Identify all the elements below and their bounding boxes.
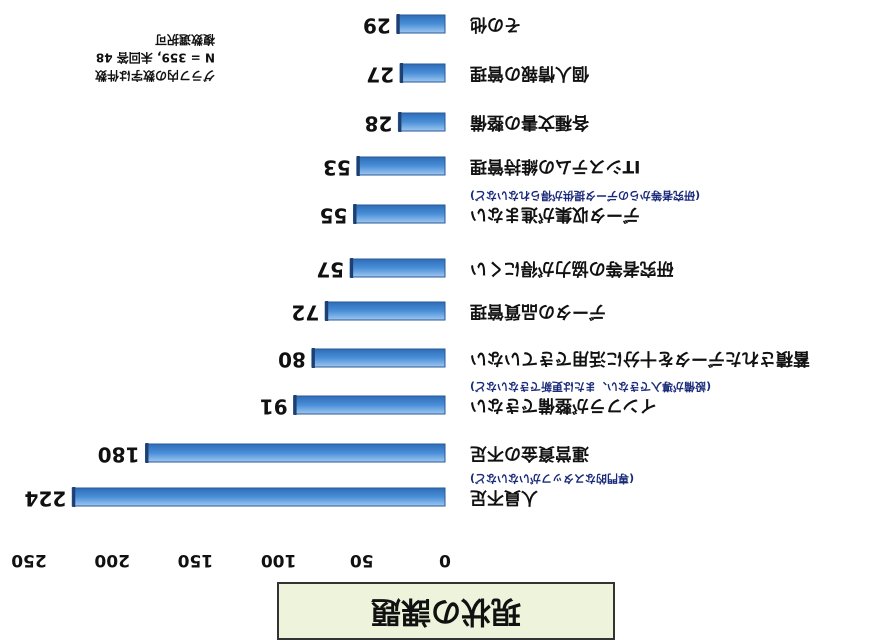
bar-end-cap <box>353 204 357 224</box>
value-label: 72 <box>291 301 319 325</box>
bar-end-cap <box>400 63 404 83</box>
category-label: 運営資金の不足 <box>470 443 589 464</box>
bar-end-cap <box>311 348 315 368</box>
note: N = 359, 未回答 48 <box>96 51 215 66</box>
bar <box>399 63 446 83</box>
bar <box>397 112 446 132</box>
category-note: (専門的なスタッフがいないなど) <box>470 472 634 486</box>
note: 複数選択可 <box>155 33 216 48</box>
category-label: データの品質管理 <box>470 301 606 322</box>
bar-end-cap <box>350 258 354 278</box>
value-label: 91 <box>260 395 288 419</box>
category-label: 各種文書の整備 <box>470 112 590 133</box>
category-label: 蓄積されたデータを十分に活用できていない <box>470 348 810 369</box>
title-box <box>277 582 615 640</box>
value-label: 29 <box>363 14 391 38</box>
value-label: 55 <box>320 204 348 228</box>
x-tick-label: 250 <box>11 550 47 570</box>
value-label: 180 <box>98 443 140 467</box>
bar-end-cap <box>72 487 76 507</box>
bar-end-cap <box>356 156 360 176</box>
category-label: ITシステムの維持管理 <box>470 156 640 177</box>
bar <box>144 443 446 463</box>
chart-title: 現状の課題 <box>371 594 521 629</box>
bar-end-cap <box>398 112 402 132</box>
x-tick-label: 200 <box>94 550 130 570</box>
x-tick-label: 0 <box>439 550 451 570</box>
value-label: 28 <box>365 112 393 136</box>
value-label: 80 <box>278 348 306 372</box>
value-label: 57 <box>316 258 344 282</box>
category-label: インフラが整備できない <box>470 395 657 416</box>
x-tick-label: 150 <box>177 550 213 570</box>
bar <box>356 156 446 176</box>
category-label: その他 <box>470 14 521 35</box>
category-label: 研究者等の協力が得にくい <box>470 258 674 279</box>
bar <box>71 487 446 507</box>
note: グラフ内の数字は件数 <box>94 69 215 84</box>
bar <box>352 204 446 224</box>
bar-end-cap <box>145 443 149 463</box>
bar <box>324 301 446 321</box>
category-note: (研究者等からのデータ提供が得られないなど) <box>470 189 700 203</box>
x-tick-label: 100 <box>261 550 297 570</box>
bar <box>293 395 446 415</box>
bar <box>311 348 446 368</box>
bar <box>396 14 446 34</box>
bar-end-cap <box>396 14 400 34</box>
value-label: 224 <box>25 487 67 511</box>
category-label: 個人情報の管理 <box>470 63 590 84</box>
bar-end-cap <box>293 395 297 415</box>
value-label: 53 <box>323 156 351 180</box>
category-note: (設備が導入できない、または更新できないなど) <box>470 380 711 394</box>
bar <box>349 258 446 278</box>
category-label: データ収集が進まない <box>470 204 640 225</box>
x-tick-label: 50 <box>350 550 374 570</box>
bar-end-cap <box>325 301 329 321</box>
value-label: 27 <box>366 63 394 87</box>
category-label: 人員不足 <box>470 487 538 507</box>
